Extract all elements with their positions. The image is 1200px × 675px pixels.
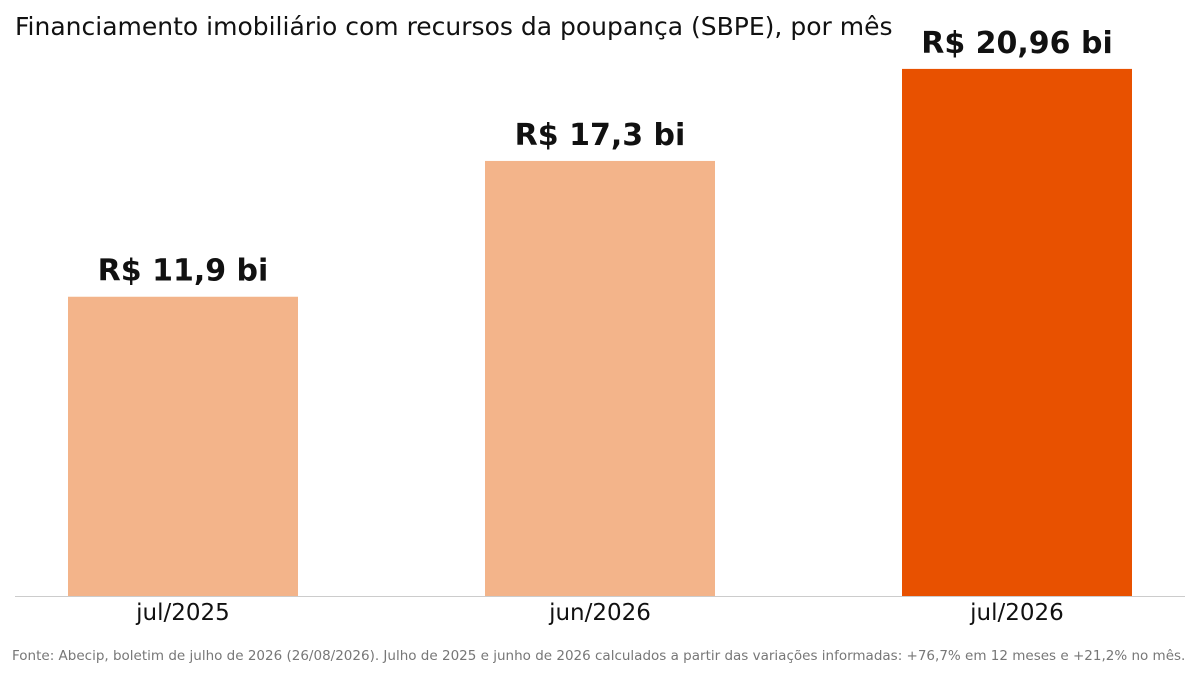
bar-labels-group: R$ 11,9 bi R$ 17,3 bi R$ 20,96 bi	[98, 26, 1113, 289]
bar-jun-2026	[485, 160, 715, 597]
bar-value-label: R$ 17,3 bi	[515, 118, 686, 153]
bar-value-label: R$ 20,96 bi	[921, 26, 1113, 61]
chart-title: Financiamento imobiliário com recursos d…	[15, 12, 893, 41]
x-tick-labels-group: jul/2025 jun/2026 jul/2026	[135, 600, 1064, 626]
bar-chart: R$ 11,9 bi R$ 17,3 bi R$ 20,96 bi jul/2025…	[15, 26, 1185, 626]
x-tick-label: jul/2025	[135, 600, 230, 626]
source-note: Fonte: Abecip, boletim de julho de 2026 …	[12, 648, 1186, 664]
x-tick-label: jul/2026	[969, 600, 1064, 626]
bar-jul-2026	[902, 68, 1132, 596]
bar-value-label: R$ 11,9 bi	[98, 254, 269, 289]
x-tick-label: jun/2026	[548, 600, 651, 626]
bar-jul-2025	[68, 296, 298, 596]
bars-group	[68, 68, 1132, 597]
